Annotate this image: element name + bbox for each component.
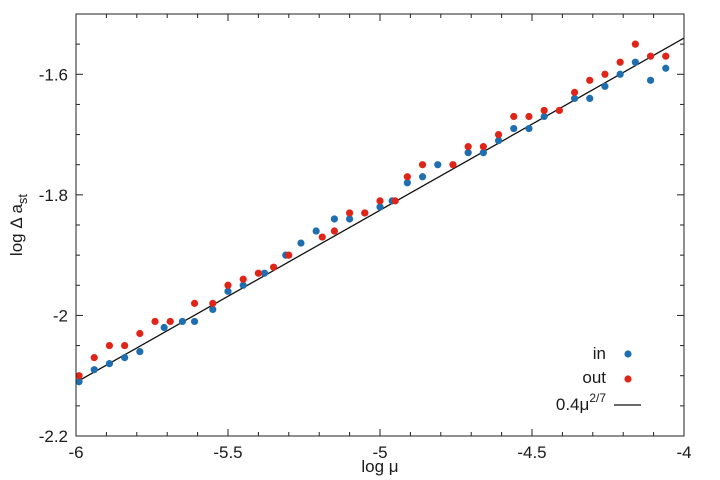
legend-fit-exponent: 2/7 — [589, 391, 606, 405]
data-point-in — [105, 360, 114, 368]
data-point-out — [662, 52, 670, 60]
data-point-in — [376, 203, 384, 211]
data-point-in — [646, 76, 655, 84]
y-tick-label: -1.8 — [39, 186, 68, 205]
data-point-in — [631, 58, 639, 66]
tick-labels: -6 -5.5 -5 -4.5 -4 -2.2 -2 -1.8 -1.6 — [39, 65, 692, 462]
data-point-out — [318, 233, 326, 241]
data-point-out — [391, 197, 399, 205]
data-point-in — [510, 124, 518, 133]
data-point-out — [270, 263, 278, 271]
data-point-in — [136, 348, 144, 356]
data-point-out — [151, 317, 159, 326]
data-point-in — [178, 317, 186, 326]
data-point-out — [479, 143, 487, 151]
data-point-out — [90, 354, 98, 362]
data-point-out — [346, 209, 354, 217]
data-point-out — [540, 106, 548, 115]
axis-ticks — [75, 13, 685, 437]
data-point-in — [434, 161, 442, 169]
x-tick-label: -5.5 — [213, 443, 242, 462]
data-point-out — [510, 112, 518, 121]
data-point-out — [254, 269, 262, 277]
data-point-out — [555, 106, 563, 115]
data-point-out — [209, 299, 217, 307]
legend-label-out: out — [582, 368, 606, 387]
data-point-out — [418, 161, 427, 169]
data-point-in — [403, 179, 411, 187]
data-point-in — [346, 215, 354, 223]
data-point-out — [166, 317, 174, 326]
data-point-in — [260, 269, 269, 277]
data-point-in — [121, 354, 129, 362]
data-point-in — [464, 149, 472, 157]
data-point-in — [662, 64, 670, 72]
y-tick-label: -2 — [53, 306, 68, 325]
legend-marker-out — [624, 375, 632, 383]
data-point-out — [525, 112, 533, 121]
data-point-out — [285, 251, 293, 259]
data-point-out — [190, 299, 199, 307]
data-point-out — [494, 130, 503, 139]
data-point-in — [601, 82, 609, 90]
data-point-out — [224, 281, 232, 289]
y-tick-label: -2.2 — [39, 427, 68, 446]
data-point-out — [646, 52, 655, 60]
data-point-out — [586, 76, 594, 84]
data-point-out — [121, 341, 129, 350]
x-axis-label: log μ — [361, 457, 398, 476]
x-tick-label: -5 — [372, 443, 387, 462]
legend-label-fit: 0.4μ2/7 — [556, 391, 606, 414]
data-point-out — [631, 40, 639, 48]
data-point-in — [616, 70, 624, 78]
data-point-out — [616, 58, 624, 66]
y-axis-label-subscript: st — [15, 194, 30, 205]
data-point-out — [449, 161, 457, 169]
data-point-out — [376, 197, 384, 205]
data-point-out — [239, 275, 247, 283]
data-point-in — [224, 287, 232, 295]
legend-label-in: in — [593, 344, 606, 363]
data-point-in — [330, 215, 338, 223]
data-point-out — [403, 173, 411, 181]
data-point-out — [75, 372, 83, 380]
x-tick-label: -4.5 — [517, 443, 546, 462]
data-point-in — [209, 305, 217, 313]
y-axis-label-main: log Δ a — [7, 204, 26, 257]
x-tick-label: -6 — [68, 443, 83, 462]
data-point-in — [570, 94, 579, 102]
data-point-out — [105, 341, 114, 350]
legend: in out 0.4μ2/7 — [556, 344, 641, 414]
y-tick-label: -1.6 — [39, 65, 68, 84]
data-point-in — [494, 137, 503, 145]
data-point-in — [525, 124, 533, 133]
plot-frame — [75, 13, 685, 437]
data-point-in — [75, 378, 83, 386]
data-point-in — [239, 281, 247, 289]
data-point-out — [464, 143, 472, 151]
legend-fit-base: 0.4μ — [556, 395, 589, 414]
data-point-in — [297, 239, 305, 247]
data-point-in — [312, 227, 320, 235]
x-tick-label: -4 — [676, 443, 691, 462]
data-point-in — [479, 149, 487, 157]
data-points — [75, 40, 670, 386]
data-point-in — [160, 323, 168, 332]
data-point-out — [330, 227, 338, 235]
data-point-in — [190, 317, 199, 326]
data-point-out — [361, 209, 369, 217]
data-point-in — [586, 94, 594, 102]
data-point-out — [570, 88, 579, 96]
data-point-in — [540, 112, 548, 121]
data-point-in — [90, 366, 98, 374]
y-axis-label: log Δ ast — [7, 194, 30, 257]
legend-marker-in — [624, 350, 632, 358]
data-point-in — [418, 173, 427, 181]
data-point-out — [136, 329, 144, 338]
data-point-out — [601, 70, 609, 78]
